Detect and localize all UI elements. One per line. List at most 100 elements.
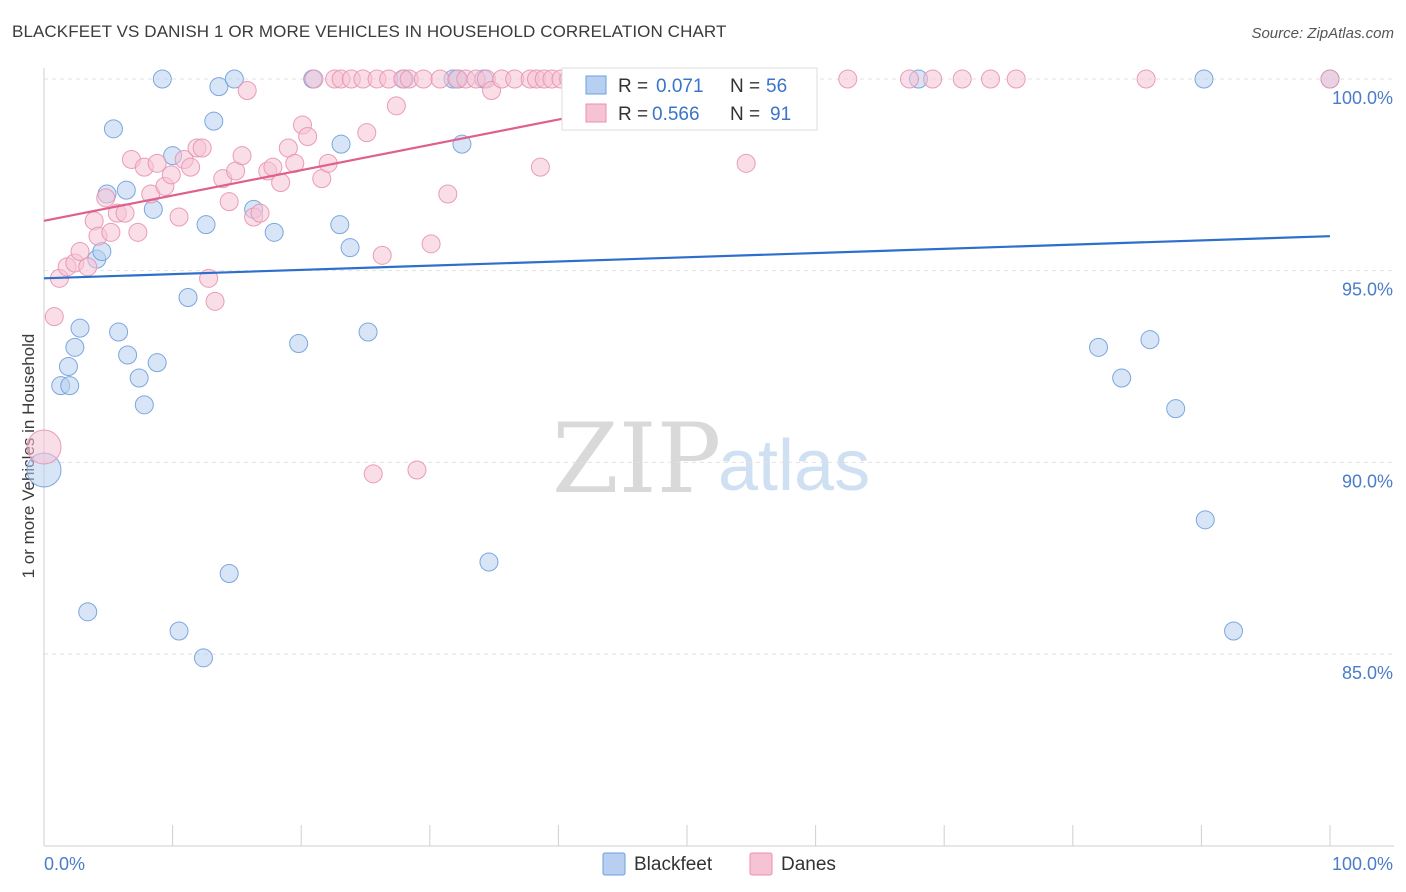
- point-blackfeet: [178, 288, 198, 307]
- point-danes: [438, 184, 458, 204]
- point-danes: [838, 69, 858, 89]
- point-danes: [128, 222, 148, 242]
- point-blackfeet: [331, 134, 351, 154]
- point-danes: [1006, 69, 1026, 89]
- chart-title: BLACKFEET VS DANISH 1 OR MORE VEHICLES I…: [12, 22, 727, 41]
- point-danes: [237, 81, 257, 100]
- point-danes: [923, 69, 943, 89]
- point-danes: [363, 464, 383, 484]
- point-danes: [413, 69, 433, 89]
- point-blackfeet: [152, 69, 172, 89]
- point-danes: [192, 138, 212, 158]
- stats-n-value-danes: 91: [770, 104, 791, 125]
- point-danes: [161, 165, 181, 185]
- point-blackfeet: [147, 353, 167, 373]
- point-blackfeet: [118, 345, 138, 365]
- point-danes: [205, 291, 225, 311]
- point-blackfeet: [129, 368, 149, 388]
- point-blackfeet: [1224, 621, 1244, 641]
- point-danes: [96, 188, 116, 208]
- stats-swatch-blackfeet: [585, 75, 607, 95]
- point-blackfeet: [70, 318, 90, 338]
- point-danes: [530, 157, 550, 177]
- point-blackfeet: [193, 648, 213, 668]
- y-tick-label: 95.0%: [1342, 280, 1393, 300]
- stats-n-label-danes: N =: [730, 104, 760, 125]
- point-blackfeet: [65, 337, 85, 357]
- legend: Blackfeet Danes: [602, 852, 836, 876]
- stats-swatch-danes: [585, 103, 607, 123]
- point-blackfeet: [340, 238, 360, 258]
- point-blackfeet: [1166, 399, 1186, 419]
- point-danes: [26, 429, 62, 465]
- legend-label-danes: Danes: [781, 854, 836, 875]
- legend-swatch-blackfeet: [602, 852, 626, 876]
- point-danes: [736, 153, 756, 173]
- point-blackfeet: [58, 357, 78, 376]
- point-blackfeet: [219, 564, 239, 583]
- point-blackfeet: [60, 376, 80, 396]
- point-danes: [232, 146, 252, 166]
- point-danes: [1136, 69, 1156, 89]
- point-danes: [952, 69, 972, 89]
- y-tick-label: 90.0%: [1342, 471, 1393, 491]
- stats-r-label-blackfeet: R =: [618, 76, 648, 97]
- watermark-zip: ZIP: [552, 403, 721, 515]
- point-danes: [298, 127, 318, 146]
- point-blackfeet: [1140, 330, 1160, 350]
- point-blackfeet: [169, 621, 189, 641]
- source-label: Source: ZipAtlas.com: [1251, 25, 1394, 42]
- point-danes: [980, 69, 1000, 89]
- stats-n-label-blackfeet: N =: [730, 76, 760, 97]
- point-blackfeet: [479, 552, 499, 572]
- point-blackfeet: [1194, 69, 1214, 89]
- point-blackfeet: [224, 69, 244, 89]
- stats-box: R = 0.071 N = 56 R = 0.566 N = 91: [561, 67, 818, 131]
- y-axis-label: 1 or more Vehicles in Household: [19, 334, 38, 579]
- point-danes: [169, 207, 189, 227]
- point-danes: [147, 153, 167, 173]
- y-tick-labels: 100.0% 95.0% 90.0% 85.0%: [1332, 88, 1393, 683]
- point-danes: [430, 69, 450, 89]
- point-danes: [421, 234, 441, 254]
- point-blackfeet: [196, 215, 216, 235]
- point-danes: [899, 69, 919, 89]
- x-tick-marks: [43, 825, 1331, 846]
- point-danes: [78, 257, 98, 277]
- stats-n-value-blackfeet: 56: [766, 76, 787, 97]
- stats-r-value-danes: 0.566: [652, 104, 700, 125]
- watermark-atlas: atlas: [718, 426, 870, 506]
- point-danes: [70, 242, 90, 261]
- point-blackfeet: [204, 111, 224, 131]
- grid-lines: [44, 78, 1394, 655]
- point-danes: [219, 192, 239, 212]
- point-danes: [304, 69, 324, 89]
- legend-swatch-danes: [749, 852, 773, 876]
- x-tick-label-left: 0.0%: [44, 854, 85, 874]
- y-tick-label: 85.0%: [1342, 663, 1393, 683]
- trend-line-blackfeet: [43, 235, 1331, 280]
- point-blackfeet: [78, 602, 98, 622]
- watermark: ZIP atlas: [552, 403, 870, 515]
- point-blackfeet: [1089, 337, 1109, 357]
- point-blackfeet: [109, 322, 129, 342]
- x-tick-label-right: 100.0%: [1332, 854, 1393, 874]
- point-danes: [1320, 69, 1340, 89]
- stats-r-value-blackfeet: 0.071: [656, 76, 704, 97]
- point-blackfeet: [103, 119, 123, 139]
- point-danes: [372, 245, 392, 265]
- point-danes: [101, 222, 121, 242]
- point-blackfeet: [264, 222, 284, 242]
- point-blackfeet: [209, 77, 229, 97]
- point-blackfeet: [1195, 510, 1215, 530]
- point-danes: [181, 157, 201, 177]
- point-danes: [386, 96, 406, 116]
- point-blackfeet: [358, 322, 378, 342]
- legend-label-blackfeet: Blackfeet: [634, 854, 713, 875]
- point-blackfeet: [116, 180, 136, 200]
- point-danes: [407, 460, 427, 480]
- y-tick-label: 100.0%: [1332, 88, 1393, 108]
- point-blackfeet: [330, 215, 350, 235]
- point-blackfeet: [1112, 368, 1132, 388]
